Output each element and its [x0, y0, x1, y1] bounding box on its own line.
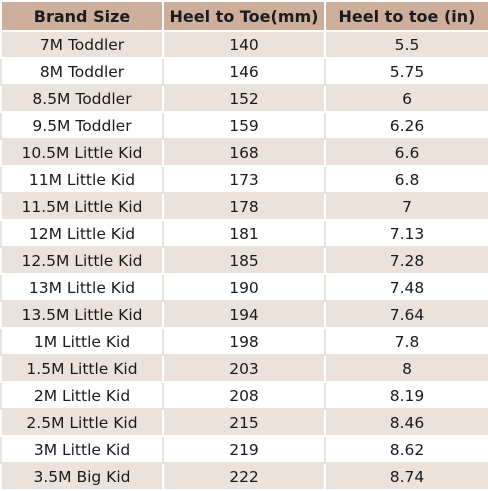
heel-to-toe-mm-cell: 194: [162, 300, 326, 329]
table-row: 3.5M Big Kid 222 8.74: [0, 462, 488, 491]
heel-to-toe-in-cell: 6.6: [324, 138, 488, 167]
column-header-brand-size: Brand Size: [0, 0, 164, 32]
brand-size-cell: 2M Little Kid: [0, 381, 164, 410]
brand-size-cell: 11.5M Little Kid: [0, 192, 164, 221]
heel-to-toe-in-cell: 5.5: [324, 30, 488, 59]
heel-to-toe-mm-cell: 159: [162, 111, 326, 140]
table-row: 9.5M Toddler 159 6.26: [0, 111, 488, 140]
heel-to-toe-mm-cell: 173: [162, 165, 326, 194]
brand-size-cell: 8.5M Toddler: [0, 84, 164, 113]
heel-to-toe-in-cell: 7.64: [324, 300, 488, 329]
heel-to-toe-mm-cell: 222: [162, 462, 326, 491]
heel-to-toe-mm-cell: 168: [162, 138, 326, 167]
table-row: 1M Little Kid 198 7.8: [0, 327, 488, 356]
table-row: 13.5M Little Kid 194 7.64: [0, 300, 488, 329]
heel-to-toe-mm-cell: 215: [162, 408, 326, 437]
brand-size-cell: 3.5M Big Kid: [0, 462, 164, 491]
brand-size-cell: 9.5M Toddler: [0, 111, 164, 140]
heel-to-toe-mm-cell: 198: [162, 327, 326, 356]
table-row: 11.5M Little Kid 178 7: [0, 192, 488, 221]
brand-size-cell: 3M Little Kid: [0, 435, 164, 464]
brand-size-cell: 10.5M Little Kid: [0, 138, 164, 167]
heel-to-toe-in-cell: 7.13: [324, 219, 488, 248]
table-row: 12M Little Kid 181 7.13: [0, 219, 488, 248]
brand-size-cell: 1M Little Kid: [0, 327, 164, 356]
table-body: 7M Toddler 140 5.5 8M Toddler 146 5.75 8.5M To…: [0, 30, 488, 491]
table-row: 10.5M Little Kid 168 6.6: [0, 138, 488, 167]
heel-to-toe-in-cell: 8: [324, 354, 488, 383]
table-row: 2M Little Kid 208 8.19: [0, 381, 488, 410]
table-row: 8M Toddler 146 5.75: [0, 57, 488, 86]
brand-size-cell: 2.5M Little Kid: [0, 408, 164, 437]
table-row: 13M Little Kid 190 7.48: [0, 273, 488, 302]
table-row: 2.5M Little Kid 215 8.46: [0, 408, 488, 437]
heel-to-toe-mm-cell: 208: [162, 381, 326, 410]
heel-to-toe-mm-cell: 146: [162, 57, 326, 86]
brand-size-cell: 12.5M Little Kid: [0, 246, 164, 275]
table-row: 1.5M Little Kid 203 8: [0, 354, 488, 383]
heel-to-toe-in-cell: 6.26: [324, 111, 488, 140]
brand-size-cell: 11M Little Kid: [0, 165, 164, 194]
heel-to-toe-in-cell: 7.8: [324, 327, 488, 356]
table-row: 12.5M Little Kid 185 7.28: [0, 246, 488, 275]
column-header-heel-to-toe-mm: Heel to Toe(mm): [162, 0, 326, 32]
brand-size-cell: 1.5M Little Kid: [0, 354, 164, 383]
header-row: Brand Size Heel to Toe(mm) Heel to toe (…: [0, 0, 488, 32]
heel-to-toe-in-cell: 6: [324, 84, 488, 113]
brand-size-cell: 13M Little Kid: [0, 273, 164, 302]
heel-to-toe-in-cell: 7.28: [324, 246, 488, 275]
heel-to-toe-in-cell: 7.48: [324, 273, 488, 302]
heel-to-toe-in-cell: 8.74: [324, 462, 488, 491]
brand-size-cell: 7M Toddler: [0, 30, 164, 59]
heel-to-toe-in-cell: 7: [324, 192, 488, 221]
heel-to-toe-mm-cell: 190: [162, 273, 326, 302]
heel-to-toe-mm-cell: 178: [162, 192, 326, 221]
heel-to-toe-mm-cell: 185: [162, 246, 326, 275]
heel-to-toe-in-cell: 8.46: [324, 408, 488, 437]
brand-size-cell: 13.5M Little Kid: [0, 300, 164, 329]
heel-to-toe-mm-cell: 152: [162, 84, 326, 113]
table-row: 11M Little Kid 173 6.8: [0, 165, 488, 194]
heel-to-toe-in-cell: 6.8: [324, 165, 488, 194]
brand-size-cell: 12M Little Kid: [0, 219, 164, 248]
heel-to-toe-mm-cell: 203: [162, 354, 326, 383]
heel-to-toe-in-cell: 8.62: [324, 435, 488, 464]
table-row: 3M Little Kid 219 8.62: [0, 435, 488, 464]
heel-to-toe-mm-cell: 181: [162, 219, 326, 248]
heel-to-toe-in-cell: 5.75: [324, 57, 488, 86]
heel-to-toe-mm-cell: 140: [162, 30, 326, 59]
heel-to-toe-mm-cell: 219: [162, 435, 326, 464]
table-row: 8.5M Toddler 152 6: [0, 84, 488, 113]
table-row: 7M Toddler 140 5.5: [0, 30, 488, 59]
table-header: Brand Size Heel to Toe(mm) Heel to toe (…: [0, 0, 488, 32]
heel-to-toe-in-cell: 8.19: [324, 381, 488, 410]
brand-size-cell: 8M Toddler: [0, 57, 164, 86]
column-header-heel-to-toe-in: Heel to toe (in): [324, 0, 488, 32]
